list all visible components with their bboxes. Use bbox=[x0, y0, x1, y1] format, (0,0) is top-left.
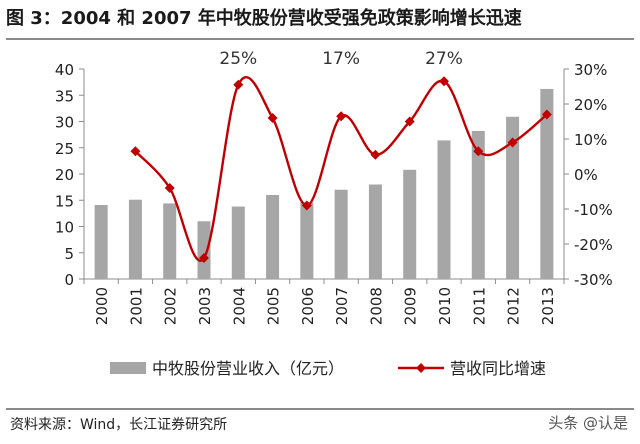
revenue-bar bbox=[368, 184, 382, 279]
watermark: 头条 @认是 bbox=[548, 414, 628, 432]
revenue-bar bbox=[163, 203, 177, 279]
revenue-bar bbox=[540, 88, 554, 279]
left-tick-label: 0 bbox=[64, 271, 74, 289]
revenue-bar bbox=[128, 199, 142, 279]
right-tick-label: -10% bbox=[574, 201, 613, 219]
left-tick-label: 10 bbox=[55, 219, 74, 237]
x-tick-label: 2005 bbox=[265, 287, 283, 325]
x-tick-label: 2011 bbox=[470, 287, 488, 325]
source-note: 资料来源：Wind，长江证券研究所 bbox=[10, 417, 228, 433]
revenue-bar bbox=[231, 206, 245, 279]
revenue-bar bbox=[197, 221, 211, 279]
growth-point-marker bbox=[541, 109, 552, 120]
x-tick-label: 2006 bbox=[299, 287, 317, 325]
right-tick-label: 10% bbox=[574, 131, 607, 149]
chart-title: 图 3：2004 和 2007 年中牧股份营收受强免政策影响增长迅速 bbox=[6, 8, 522, 29]
right-tick-label: 20% bbox=[574, 96, 607, 114]
x-tick-label: 2012 bbox=[505, 287, 523, 325]
growth-point-marker bbox=[164, 183, 175, 193]
x-tick-label: 2004 bbox=[230, 287, 248, 325]
legend-bar-label: 中牧股份营业收入（亿元） bbox=[152, 359, 344, 378]
growth-point-marker bbox=[199, 253, 209, 263]
left-tick-label: 35 bbox=[55, 87, 74, 105]
annotation-label: 17% bbox=[322, 49, 360, 69]
growth-point-marker bbox=[233, 79, 244, 90]
growth-point-marker bbox=[301, 200, 312, 211]
x-tick-label: 2002 bbox=[162, 287, 180, 325]
x-tick-label: 2008 bbox=[367, 287, 385, 325]
revenue-bar bbox=[334, 189, 348, 279]
growth-point-marker bbox=[267, 113, 278, 123]
revenue-bar bbox=[471, 130, 485, 279]
revenue-bar bbox=[437, 140, 451, 279]
legend-line-label: 营收同比增速 bbox=[450, 359, 546, 378]
source-divider bbox=[6, 408, 634, 410]
left-tick-label: 40 bbox=[55, 61, 74, 79]
annotation-label: 25% bbox=[219, 49, 257, 69]
growth-point-marker bbox=[473, 146, 484, 157]
x-tick-label: 2010 bbox=[436, 287, 454, 325]
legend-bar-swatch bbox=[110, 362, 146, 374]
x-tick-label: 2009 bbox=[402, 287, 420, 325]
revenue-bar bbox=[266, 195, 280, 279]
right-tick-label: 0% bbox=[574, 166, 598, 184]
revenue-bar bbox=[94, 204, 108, 279]
revenue-bar bbox=[506, 116, 520, 280]
left-tick-label: 5 bbox=[64, 245, 74, 263]
left-tick-label: 25 bbox=[55, 140, 74, 158]
title-divider bbox=[6, 38, 634, 40]
right-tick-label: -20% bbox=[574, 236, 613, 254]
x-tick-label: 2001 bbox=[127, 287, 145, 325]
annotation-label: 27% bbox=[425, 49, 463, 69]
x-tick-label: 2013 bbox=[539, 287, 557, 325]
x-tick-label: 2007 bbox=[333, 287, 351, 325]
x-tick-label: 2003 bbox=[196, 287, 214, 325]
growth-point-marker bbox=[130, 146, 141, 157]
left-tick-label: 15 bbox=[55, 192, 74, 210]
left-tick-label: 30 bbox=[55, 114, 74, 132]
right-tick-label: 30% bbox=[574, 61, 607, 79]
x-tick-label: 2000 bbox=[93, 287, 111, 325]
left-tick-label: 20 bbox=[55, 166, 74, 184]
legend-line-marker bbox=[416, 363, 426, 373]
revenue-bar bbox=[300, 202, 314, 279]
revenue-bar bbox=[403, 169, 417, 279]
right-tick-label: -30% bbox=[574, 271, 613, 289]
growth-point-marker bbox=[370, 149, 381, 160]
